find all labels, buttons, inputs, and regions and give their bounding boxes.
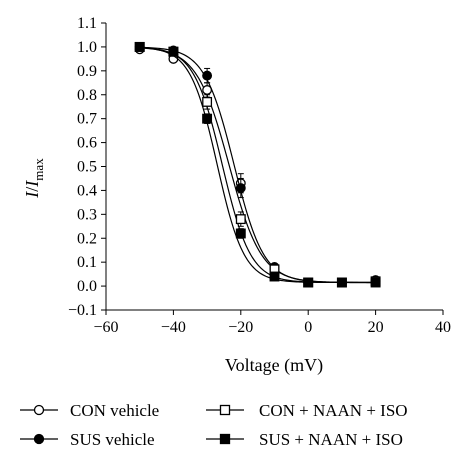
x-tick-label: −20 (228, 319, 253, 336)
data-point (303, 277, 314, 288)
y-tick-label: 0.4 (77, 182, 97, 199)
y-tick-label: 0.3 (77, 206, 97, 223)
plot-area (134, 41, 381, 288)
y-axis-title-slash: / (22, 187, 42, 192)
y-tick-label: 1.1 (77, 15, 97, 32)
x-ticks: −60 −40 −20 0 20 40 (93, 310, 451, 336)
axes: −60 −40 −20 0 20 40 −0.1 0.0 0.1 0.2 0.3 0.4 0.5 0.6… (68, 15, 451, 336)
legend-label-con-vehicle: CON vehicle (70, 401, 159, 420)
data-point (235, 183, 246, 193)
data-point (202, 113, 213, 124)
y-tick-label: 0.8 (77, 87, 97, 104)
data-point (202, 96, 213, 107)
legend-label-con-naan-iso: CON + NAAN + ISO (259, 401, 408, 420)
y-tick-label: 0.1 (77, 254, 97, 271)
legend-label-sus-naan-iso: SUS + NAAN + ISO (259, 430, 403, 449)
data-point (336, 277, 347, 288)
x-tick-label: 0 (304, 319, 312, 336)
x-tick-label: 40 (435, 319, 451, 336)
legend-item-con-naan-iso: CON + NAAN + ISO (206, 401, 408, 420)
y-tick-label: −0.1 (68, 302, 97, 319)
legend: CON vehicle SUS vehicle CON + NAAN + ISO… (20, 401, 408, 449)
fit-curve (139, 47, 376, 284)
legend-item-sus-naan-iso: SUS + NAAN + ISO (206, 430, 403, 449)
series-sus-naan-iso (134, 41, 381, 288)
legend-label-sus-vehicle: SUS vehicle (70, 430, 155, 449)
data-point (134, 41, 145, 52)
legend-marker-con-naan-iso (219, 404, 231, 416)
y-tick-label: 0.6 (77, 135, 97, 152)
data-point (235, 228, 246, 239)
y-axis-title: I/Imax (22, 158, 46, 199)
legend-item-con-vehicle: CON vehicle (20, 401, 159, 420)
y-axis-title-imax: I (22, 180, 42, 188)
data-point (202, 70, 213, 81)
x-tick-label: 20 (368, 319, 384, 336)
fit-curve (139, 47, 376, 284)
y-axis-title-subscript: max (31, 158, 46, 181)
data-point (168, 46, 179, 57)
x-axis-title: Voltage (mV) (225, 355, 323, 376)
data-point (235, 214, 246, 225)
y-tick-label: 0.5 (77, 159, 97, 176)
y-tick-label: 0.2 (77, 230, 97, 247)
y-tick-label: 0.0 (77, 278, 97, 295)
legend-item-sus-vehicle: SUS vehicle (20, 430, 155, 449)
series-sus-vehicle (134, 41, 381, 288)
x-tick-label: −40 (161, 319, 186, 336)
y-axis-title-i: I (22, 191, 42, 199)
legend-marker-sus-vehicle (33, 433, 45, 445)
x-tick-label: −60 (93, 319, 118, 336)
y-tick-label: 0.9 (77, 63, 97, 80)
data-point (370, 277, 381, 288)
legend-marker-sus-naan-iso (219, 433, 231, 445)
y-tick-label: 1.0 (77, 39, 97, 56)
series-con-vehicle (134, 44, 381, 288)
series-con-naan-iso (134, 41, 381, 288)
y-tick-label: 0.7 (77, 111, 97, 128)
data-point (269, 271, 280, 282)
legend-marker-con-vehicle (33, 404, 45, 416)
y-ticks: −0.1 0.0 0.1 0.2 0.3 0.4 0.5 0.6 0.7 0.8 0.9 1.0 1.1 (68, 15, 106, 319)
